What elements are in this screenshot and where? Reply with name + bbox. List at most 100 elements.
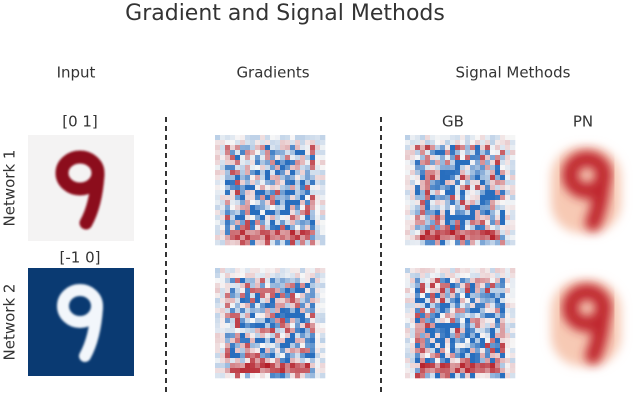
heatmap-cell [485,298,491,304]
heatmap-cell [420,220,426,226]
heatmap-cell [225,283,231,289]
heatmap-cell [420,308,426,314]
heatmap-cell [420,145,426,151]
heatmap-cell [505,135,511,141]
heatmap-cell [420,283,426,289]
heatmap-cell [455,318,461,324]
heatmap-cell [450,323,456,329]
heatmap-cell [265,333,271,339]
heatmap-cell [265,268,271,274]
heatmap-cell [260,240,266,246]
heatmap-cell [320,205,326,211]
heatmap-cell [250,180,256,186]
heatmap-cell [265,235,271,241]
heatmap-cell [475,308,481,314]
heatmap-cell [295,225,301,231]
heatmap-cell [485,318,491,324]
heatmap-cell [435,160,441,166]
heatmap-cell [505,215,511,221]
heatmap-cell [495,180,501,186]
heatmap-cell [320,348,326,354]
heatmap-cell [460,140,466,146]
heatmap-cell [450,338,456,344]
heatmap-cell [320,140,326,146]
heatmap-cell [275,303,281,309]
heatmap-cell [320,190,326,196]
heatmap-cell [245,135,251,141]
heatmap-cell [250,343,256,349]
method-label: GB [442,113,464,131]
heatmap-cell [415,235,421,241]
heatmap-cell [320,145,326,151]
heatmap-cell [245,230,251,236]
heatmap-cell [300,215,306,221]
heatmap-cell [440,328,446,334]
heatmap-cell [230,303,236,309]
heatmap-cell [280,225,286,231]
heatmap-cell [440,235,446,241]
heatmap-cell [265,283,271,289]
heatmap-cell [225,200,231,206]
heatmap-cell [315,268,321,274]
heatmap-cell [435,190,441,196]
heatmap-cell [230,150,236,156]
heatmap-cell [235,195,241,201]
heatmap-cell [280,293,286,299]
heatmap-cell [260,145,266,151]
heatmap-cell [460,358,466,364]
heatmap-cell [410,343,416,349]
heatmap-cell [320,135,326,141]
heatmap-cell [285,323,291,329]
heatmap-cell [470,165,476,171]
heatmap-cell [510,358,516,364]
heatmap-cell [260,210,266,216]
heatmap-cell [405,338,411,344]
heatmap-cell [230,165,236,171]
heatmap-cell [430,175,436,181]
heatmap-cell [455,328,461,334]
heatmap-cell [480,220,486,226]
heatmap-cell [270,180,276,186]
heatmap-cell [435,215,441,221]
heatmap-cell [420,230,426,236]
heatmap-cell [305,308,311,314]
heatmap-cell [485,338,491,344]
heatmap-cell [510,150,516,156]
heatmap-cell [435,140,441,146]
heatmap-cell [275,240,281,246]
heatmap-cell [505,195,511,201]
heatmap-cell [470,358,476,364]
heatmap-cell [475,200,481,206]
heatmap-cell [230,268,236,274]
heatmap-cell [465,185,471,191]
heatmap-cell [490,303,496,309]
heatmap-cell [235,230,241,236]
heatmap-cell [225,368,231,374]
heatmap-cell [285,230,291,236]
heatmap-cell [220,135,226,141]
heatmap-cell [465,155,471,161]
heatmap-cell [460,288,466,294]
heatmap-cell [240,195,246,201]
heatmap-cell [415,160,421,166]
heatmap-cell [270,170,276,176]
heatmap-cell [280,328,286,334]
heatmap-cell [485,323,491,329]
heatmap-cell [440,303,446,309]
heatmap-cell [290,235,296,241]
heatmap-cell [490,323,496,329]
heatmap-cell [300,348,306,354]
heatmap-cell [220,323,226,329]
heatmap-cell [460,165,466,171]
heatmap-cell [470,328,476,334]
heatmap-cell [275,160,281,166]
heatmap-cell [420,240,426,246]
heatmap-cell [295,308,301,314]
heatmap-cell [485,210,491,216]
heatmap-cell [430,190,436,196]
heatmap-cell [460,303,466,309]
heatmap-cell [500,240,506,246]
heatmap-cell [245,225,251,231]
heatmap-cell [510,323,516,329]
heatmap-cell [455,363,461,369]
